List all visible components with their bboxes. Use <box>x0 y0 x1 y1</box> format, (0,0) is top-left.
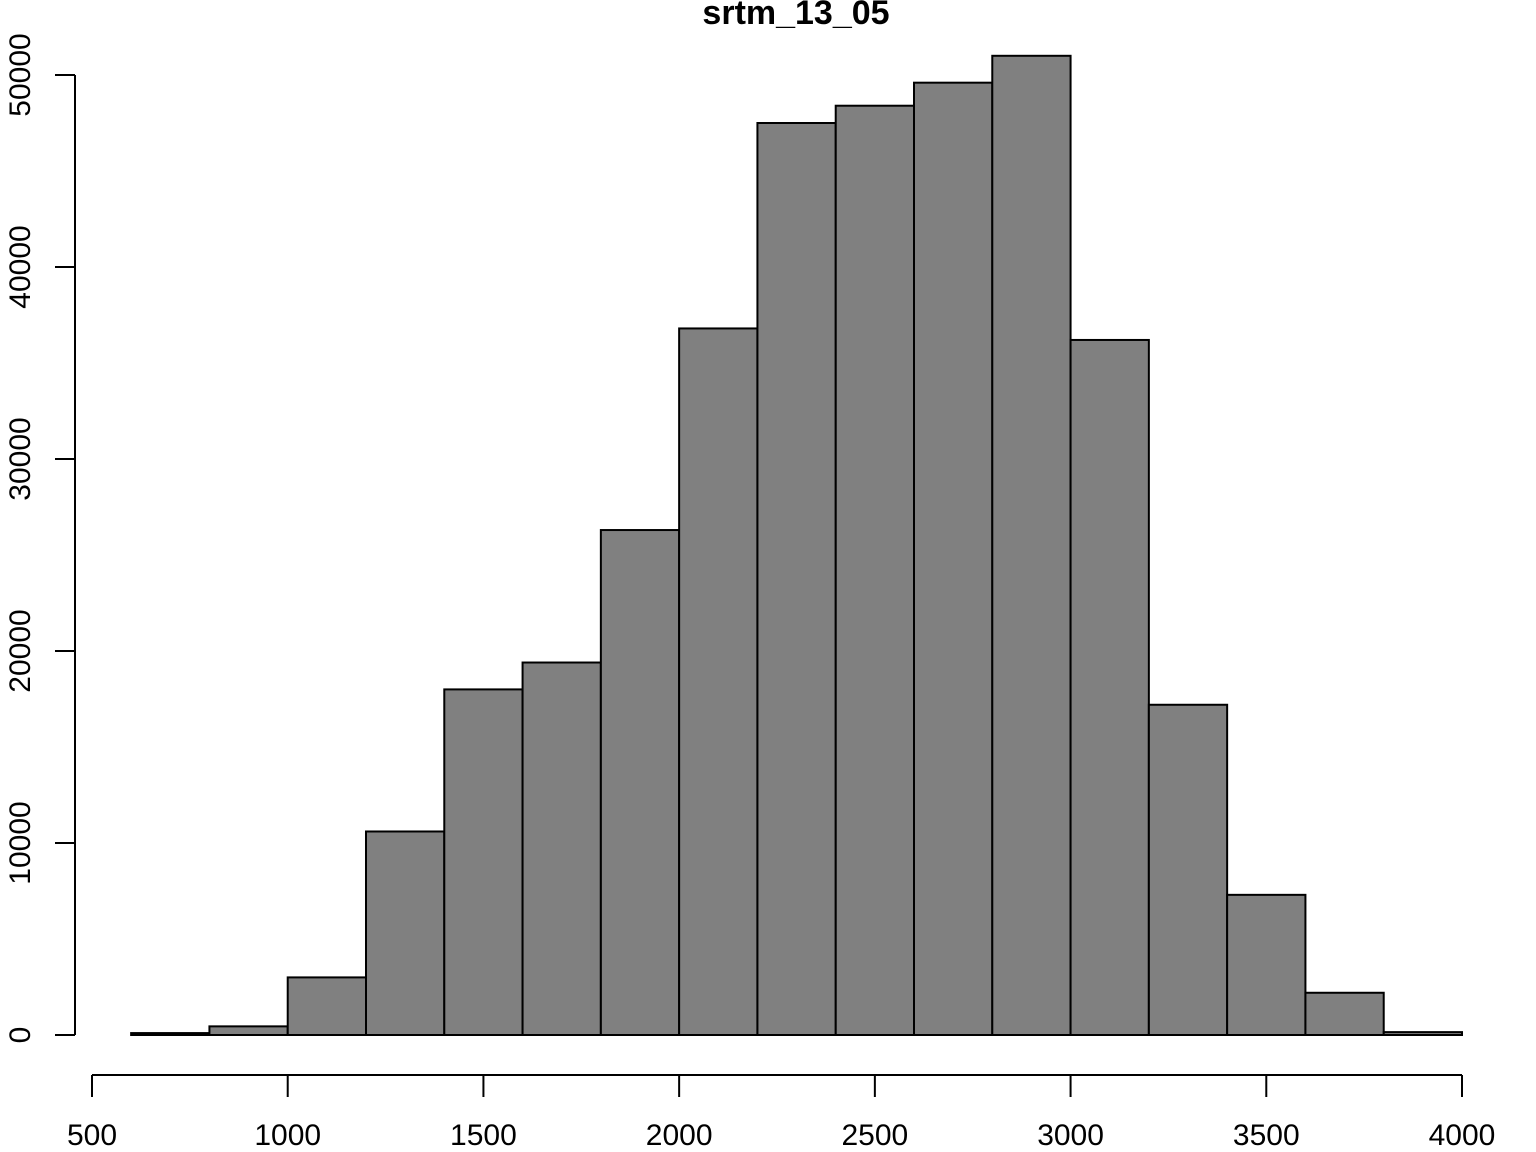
y-tick-label: 50000 <box>4 33 37 116</box>
y-tick-label: 30000 <box>4 417 37 500</box>
x-tick-label: 2000 <box>646 1119 713 1152</box>
histogram-bar <box>1147 703 1229 1036</box>
x-tick-label: 1000 <box>254 1119 321 1152</box>
x-tick-label: 3500 <box>1233 1119 1300 1152</box>
histogram-bar <box>678 327 759 1036</box>
y-tick-label: 0 <box>4 1027 37 1044</box>
histogram-bar <box>286 976 368 1037</box>
y-tick-label: 10000 <box>4 801 37 884</box>
y-axis: 0 10000 20000 30000 40000 50000 <box>4 33 76 1044</box>
x-tick-label: 500 <box>67 1119 117 1152</box>
x-tick-label: 3000 <box>1037 1119 1104 1152</box>
histogram-bar <box>756 122 837 1036</box>
histogram-bar <box>913 81 994 1037</box>
histogram-bar <box>208 1025 289 1036</box>
histogram-bar <box>1069 338 1150 1036</box>
x-tick-label: 2500 <box>841 1119 908 1152</box>
histogram-bar <box>521 661 602 1037</box>
histogram-bar <box>443 688 524 1037</box>
x-axis: 500 1000 1500 2000 2500 3000 3500 4000 <box>67 1074 1496 1152</box>
histogram-bar <box>365 830 446 1036</box>
histogram-bar <box>130 1032 211 1036</box>
chart-title: srtm_13_05 <box>702 0 889 32</box>
bars-group <box>130 54 1463 1037</box>
x-tick-label: 4000 <box>1429 1119 1496 1152</box>
histogram-bar <box>834 104 916 1037</box>
histogram-bar <box>1226 893 1307 1037</box>
histogram-bar <box>1304 991 1385 1037</box>
x-tick-label: 1500 <box>450 1119 517 1152</box>
y-tick-label: 40000 <box>4 225 37 308</box>
y-tick-label: 20000 <box>4 609 37 692</box>
histogram-bar <box>991 54 1072 1037</box>
histogram-bar <box>1382 1031 1463 1036</box>
histogram-bar <box>599 529 681 1036</box>
